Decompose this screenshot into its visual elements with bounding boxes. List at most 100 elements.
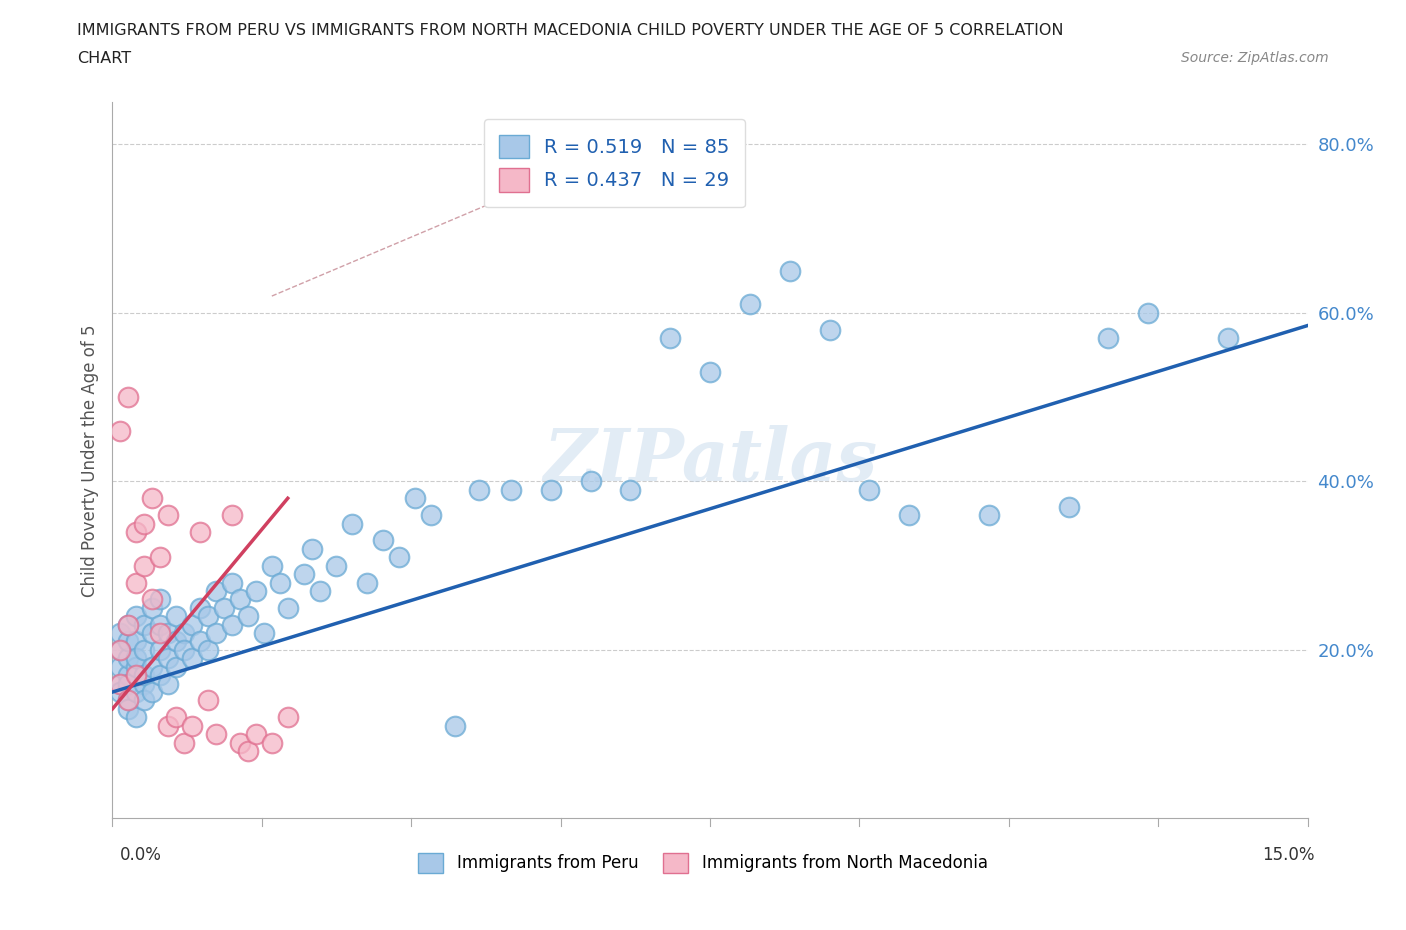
Point (404, 491, 426, 506)
Point (340, 516, 363, 531)
Text: ZIPatlas: ZIPatlas (543, 425, 877, 496)
Point (181, 618, 204, 632)
Point (977, 508, 1000, 523)
Point (277, 601, 299, 616)
Point (188, 634, 211, 649)
Point (110, 676, 132, 691)
Point (117, 693, 139, 708)
Point (388, 550, 411, 565)
Point (117, 668, 139, 683)
Point (229, 735, 252, 750)
Point (579, 474, 602, 489)
Point (157, 676, 180, 691)
Point (420, 508, 443, 523)
Text: Source: ZipAtlas.com: Source: ZipAtlas.com (1181, 51, 1329, 65)
Point (188, 601, 211, 616)
Text: 15.0%: 15.0% (1263, 846, 1315, 864)
Point (165, 659, 187, 674)
Point (277, 710, 299, 724)
Point (260, 558, 283, 573)
Text: IMMIGRANTS FROM PERU VS IMMIGRANTS FROM NORTH MACEDONIA CHILD POVERTY UNDER THE : IMMIGRANTS FROM PERU VS IMMIGRANTS FROM … (77, 23, 1064, 38)
Point (117, 693, 139, 708)
Point (301, 541, 323, 556)
Point (325, 558, 347, 573)
Point (253, 626, 276, 641)
Point (110, 626, 132, 641)
Point (173, 643, 195, 658)
Point (188, 525, 211, 539)
Point (125, 609, 148, 624)
Point (181, 651, 204, 666)
Point (245, 583, 267, 598)
Point (444, 718, 467, 733)
Point (125, 634, 148, 649)
Legend: Immigrants from Peru, Immigrants from North Macedonia: Immigrants from Peru, Immigrants from No… (412, 846, 994, 880)
Point (141, 684, 163, 699)
Point (125, 525, 148, 539)
Point (356, 575, 378, 590)
Point (373, 533, 395, 548)
Point (1097, 331, 1119, 346)
Point (110, 676, 132, 691)
Point (157, 626, 180, 641)
Point (149, 618, 172, 632)
Point (110, 643, 132, 658)
Point (134, 516, 156, 531)
Point (134, 558, 156, 573)
Point (659, 331, 682, 346)
Point (157, 718, 180, 733)
Point (738, 297, 761, 312)
Point (141, 491, 163, 506)
Point (125, 651, 148, 666)
Text: 0.0%: 0.0% (120, 846, 162, 864)
Point (141, 626, 163, 641)
Point (205, 626, 228, 641)
Point (149, 550, 172, 565)
Point (221, 575, 243, 590)
Point (165, 634, 187, 649)
Point (197, 693, 219, 708)
Point (134, 693, 156, 708)
Point (141, 591, 163, 606)
Point (149, 668, 172, 683)
Point (117, 676, 139, 691)
Point (540, 483, 562, 498)
Point (141, 659, 163, 674)
Point (134, 618, 156, 632)
Point (245, 726, 267, 741)
Point (173, 626, 195, 641)
Point (134, 668, 156, 683)
Point (308, 583, 330, 598)
Point (125, 659, 148, 674)
Point (1057, 499, 1080, 514)
Point (619, 483, 641, 498)
Point (110, 423, 132, 438)
Point (157, 508, 180, 523)
Point (818, 323, 841, 338)
Point (149, 643, 172, 658)
Point (205, 583, 228, 598)
Point (134, 676, 156, 691)
Point (149, 591, 172, 606)
Point (125, 710, 148, 724)
Point (165, 609, 187, 624)
Point (125, 575, 148, 590)
Point (260, 735, 283, 750)
Point (779, 263, 801, 278)
Point (221, 618, 243, 632)
Point (858, 483, 880, 498)
Point (125, 668, 148, 683)
Point (197, 609, 219, 624)
Point (165, 710, 187, 724)
Point (117, 618, 139, 632)
Point (1137, 305, 1160, 320)
Point (292, 566, 315, 581)
Point (699, 365, 721, 379)
Point (898, 508, 921, 523)
Point (197, 643, 219, 658)
Point (134, 643, 156, 658)
Point (236, 609, 259, 624)
Point (269, 575, 291, 590)
Point (212, 601, 235, 616)
Point (141, 601, 163, 616)
